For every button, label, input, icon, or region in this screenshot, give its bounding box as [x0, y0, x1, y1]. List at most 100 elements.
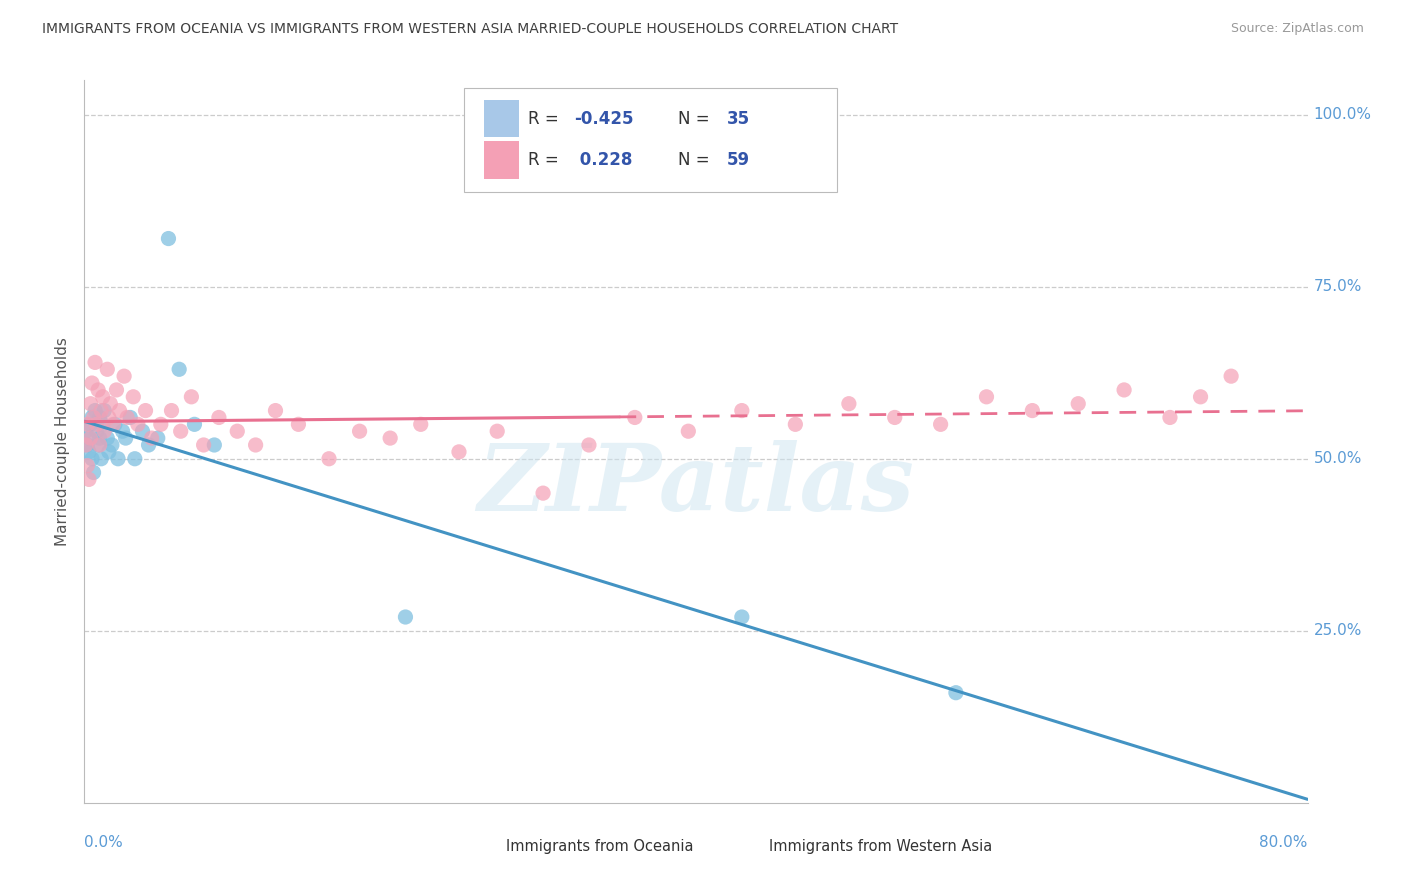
Point — [77, 431, 100, 445]
Point — [678, 424, 700, 438]
Point — [135, 403, 157, 417]
Point — [76, 438, 98, 452]
Text: 35: 35 — [727, 110, 749, 128]
Point — [193, 438, 215, 452]
FancyBboxPatch shape — [484, 100, 519, 137]
Point — [127, 417, 149, 432]
Point — [124, 451, 146, 466]
Point — [101, 438, 124, 452]
Point — [1159, 410, 1181, 425]
Point — [349, 424, 371, 438]
Point — [318, 451, 340, 466]
Text: 50.0%: 50.0% — [1313, 451, 1362, 467]
Point — [97, 445, 120, 459]
Point — [76, 417, 98, 432]
Point — [105, 383, 128, 397]
Point — [76, 458, 98, 473]
Point — [87, 383, 110, 397]
Point — [929, 417, 952, 432]
Text: ZIPatlas: ZIPatlas — [478, 440, 914, 530]
Point — [112, 369, 135, 384]
Text: 0.0%: 0.0% — [84, 835, 124, 850]
Point — [1021, 403, 1043, 417]
Point — [180, 390, 202, 404]
Point — [731, 403, 754, 417]
Point — [93, 403, 115, 417]
Text: -0.425: -0.425 — [574, 110, 633, 128]
Point — [1189, 390, 1212, 404]
Point — [157, 231, 180, 245]
Point — [122, 390, 145, 404]
Point — [1067, 397, 1090, 411]
Point — [90, 451, 112, 466]
Text: Immigrants from Western Asia: Immigrants from Western Asia — [769, 838, 993, 854]
Point — [103, 417, 125, 432]
Text: Immigrants from Oceania: Immigrants from Oceania — [506, 838, 695, 854]
Point — [89, 431, 111, 445]
Point — [838, 397, 860, 411]
Point — [84, 403, 107, 417]
Point — [160, 403, 183, 417]
Point — [111, 424, 134, 438]
FancyBboxPatch shape — [464, 87, 837, 193]
Point — [89, 410, 111, 425]
Point — [89, 438, 111, 452]
Text: 0.228: 0.228 — [574, 151, 633, 169]
Point — [79, 431, 101, 445]
Point — [486, 424, 509, 438]
Point — [86, 417, 108, 432]
Point — [77, 472, 100, 486]
Point — [1220, 369, 1243, 384]
Point — [146, 431, 169, 445]
Point — [731, 610, 754, 624]
Point — [264, 403, 287, 417]
Point — [409, 417, 432, 432]
Point — [183, 417, 205, 432]
Point — [976, 390, 998, 404]
Point — [80, 376, 103, 390]
Point — [785, 417, 807, 432]
Point — [141, 431, 163, 445]
Point — [226, 424, 249, 438]
Point — [77, 445, 100, 459]
FancyBboxPatch shape — [470, 833, 496, 861]
Point — [624, 410, 647, 425]
Point — [114, 431, 136, 445]
Point — [104, 417, 127, 432]
Text: 75.0%: 75.0% — [1313, 279, 1362, 294]
Point — [93, 424, 115, 438]
Text: R =: R = — [529, 151, 564, 169]
Point — [83, 466, 105, 480]
Y-axis label: Married-couple Households: Married-couple Households — [55, 337, 70, 546]
Point — [149, 417, 172, 432]
Point — [75, 438, 97, 452]
Text: IMMIGRANTS FROM OCEANIA VS IMMIGRANTS FROM WESTERN ASIA MARRIED-COUPLE HOUSEHOLD: IMMIGRANTS FROM OCEANIA VS IMMIGRANTS FR… — [42, 22, 898, 37]
Point — [531, 486, 554, 500]
Point — [108, 403, 131, 417]
Text: 100.0%: 100.0% — [1313, 107, 1372, 122]
Point — [80, 410, 103, 425]
Point — [96, 431, 118, 445]
Point — [83, 410, 105, 425]
Point — [91, 417, 114, 432]
Point — [1114, 383, 1136, 397]
Point — [380, 431, 402, 445]
Point — [208, 410, 231, 425]
Point — [170, 424, 193, 438]
Point — [87, 438, 110, 452]
Point — [578, 438, 600, 452]
Point — [86, 424, 108, 438]
Point — [131, 424, 153, 438]
Point — [98, 397, 121, 411]
Text: N =: N = — [678, 110, 714, 128]
Text: Source: ZipAtlas.com: Source: ZipAtlas.com — [1230, 22, 1364, 36]
Point — [80, 451, 103, 466]
Point — [120, 410, 142, 425]
Point — [97, 410, 120, 425]
Point — [245, 438, 267, 452]
Point — [394, 610, 416, 624]
Point — [945, 686, 967, 700]
Point — [96, 362, 118, 376]
Point — [883, 410, 905, 425]
Point — [91, 390, 114, 404]
